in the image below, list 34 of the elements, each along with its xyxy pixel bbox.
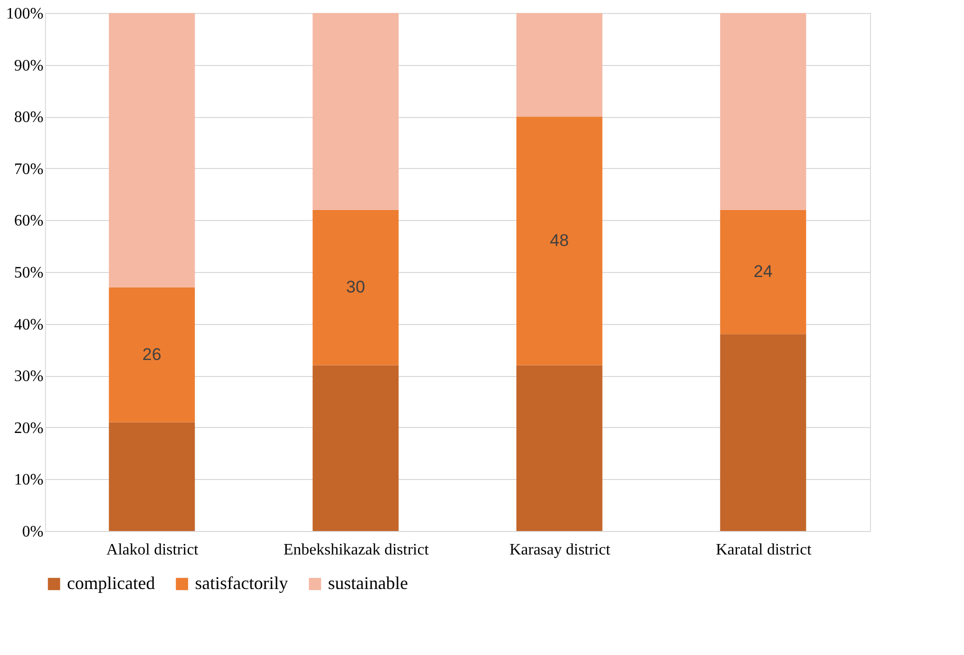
y-tick-label: 10% xyxy=(14,472,44,489)
y-tick-label: 80% xyxy=(14,109,44,126)
bar xyxy=(108,13,195,288)
y-tick-label: 20% xyxy=(14,420,44,437)
y-tick-label: 50% xyxy=(14,264,44,282)
y-tick-label: 100% xyxy=(6,6,44,22)
bar xyxy=(720,210,806,334)
x-tick-label: Enbekshikazak district xyxy=(283,542,430,558)
legend-label: satisfactorily xyxy=(195,573,288,593)
x-tick-label: Karatal district xyxy=(716,542,812,558)
y-tick-label: 90% xyxy=(14,57,44,74)
bar xyxy=(108,422,195,531)
y-tick-label: 40% xyxy=(14,316,44,334)
y-tick-label: 0% xyxy=(22,524,44,540)
data-label: 30 xyxy=(346,278,366,297)
y-tick-label: 30% xyxy=(14,368,44,386)
y-tick-label: 60% xyxy=(14,212,44,230)
legend-label: sustainable xyxy=(328,573,408,593)
bar xyxy=(108,288,195,422)
legend-label: complicated xyxy=(67,573,155,593)
bar xyxy=(516,365,602,531)
bar xyxy=(516,116,602,366)
bar xyxy=(312,365,399,531)
bar xyxy=(720,334,806,531)
bar xyxy=(312,13,399,210)
data-label: 26 xyxy=(142,344,162,364)
bar xyxy=(720,13,806,210)
bar xyxy=(516,13,602,117)
x-tick-label: Karasay district xyxy=(509,542,611,558)
data-label: 24 xyxy=(754,262,773,281)
x-tick-label: Alakol district xyxy=(106,542,199,558)
data-label: 48 xyxy=(550,230,569,250)
y-tick-label: 70% xyxy=(14,160,44,178)
bar xyxy=(312,210,399,366)
